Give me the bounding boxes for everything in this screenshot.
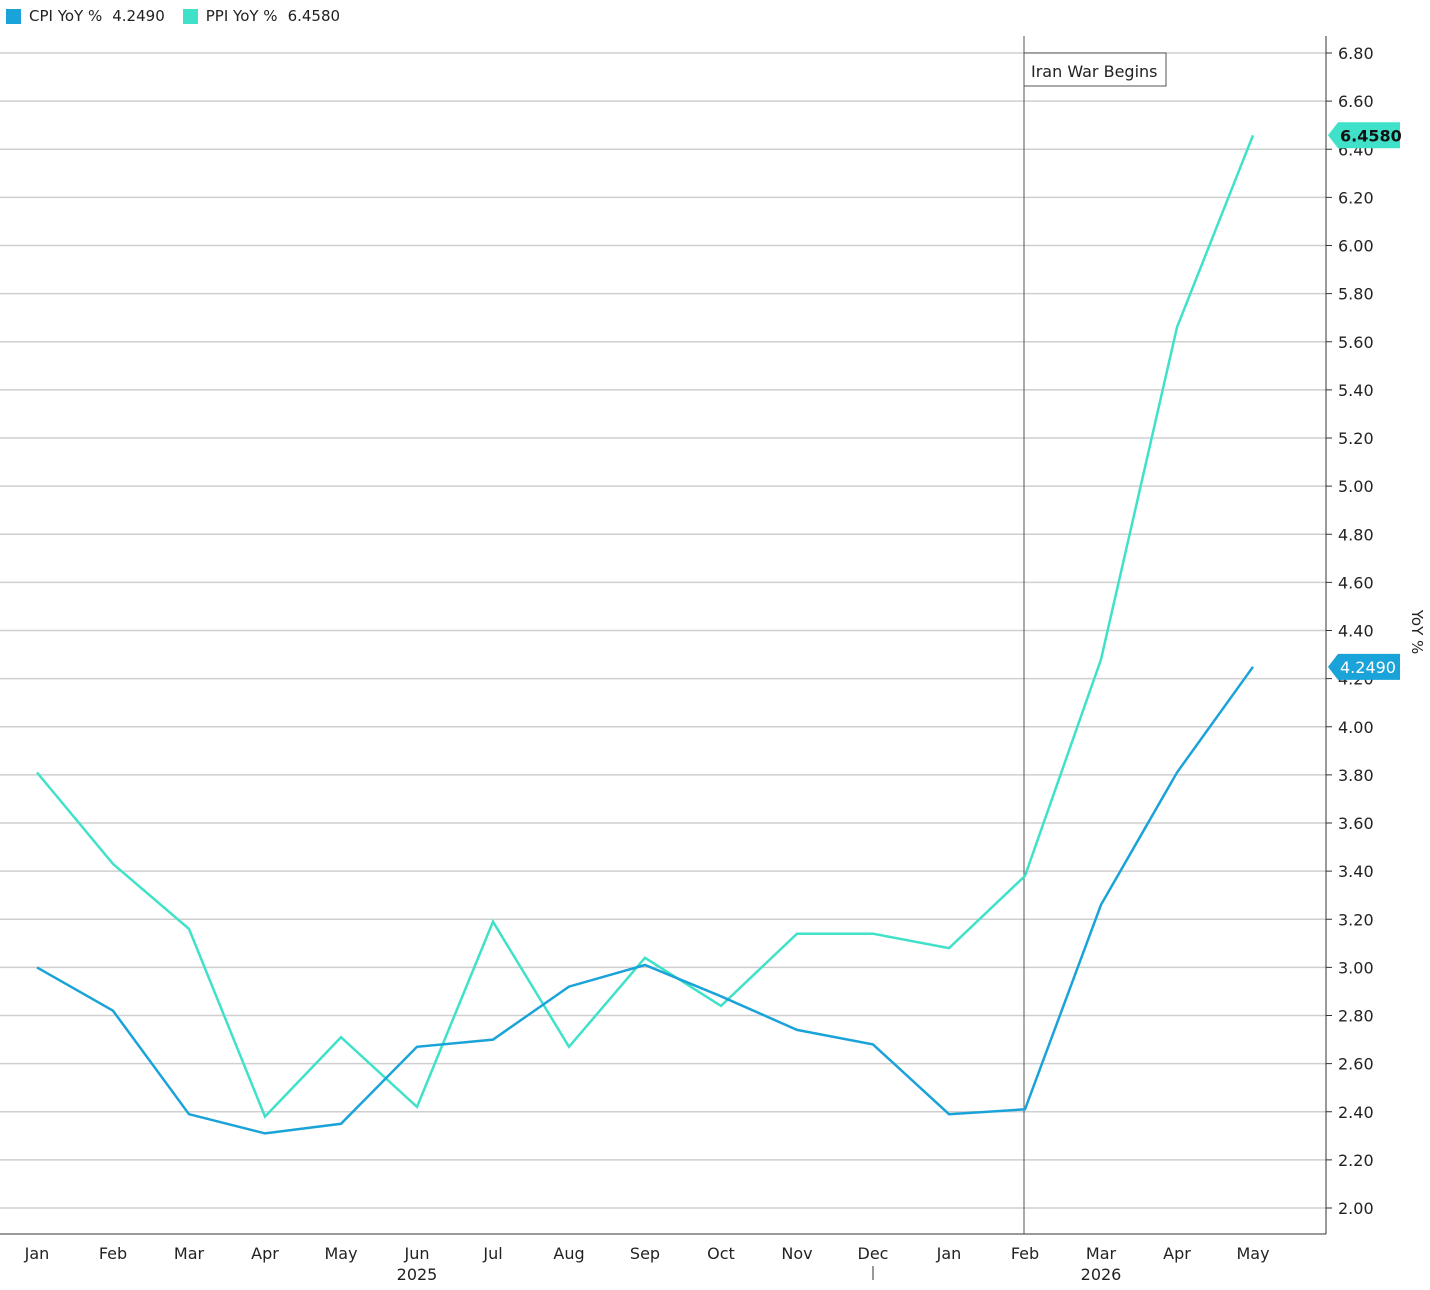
y-tick-label: 2.00 [1338, 1199, 1374, 1218]
x-tick-label: Feb [1011, 1244, 1039, 1263]
x-tick-label: Mar [174, 1244, 205, 1263]
y-tick-label: 6.60 [1338, 92, 1374, 111]
legend-label-cpi: CPI YoY % [29, 7, 103, 25]
x-tick-label: Apr [1163, 1244, 1191, 1263]
series-line-cpi[interactable] [36, 666, 1255, 1135]
y-tick-label: 4.40 [1338, 622, 1374, 641]
x-tick-label: Jan [24, 1244, 50, 1263]
y-tick-label: 2.60 [1338, 1055, 1374, 1074]
legend-label-ppi: PPI YoY % [205, 7, 278, 25]
legend-value-ppi: 6.4580 [287, 7, 341, 25]
x-tick-label: Aug [553, 1244, 584, 1263]
series-line-ppi[interactable] [36, 134, 1255, 1119]
y-axis-title: YoY % [1408, 609, 1426, 655]
last-value-label-ppi: 6.4580 [1340, 126, 1402, 145]
x-year-label: 2026 [1081, 1265, 1122, 1284]
y-tick-label: 3.20 [1338, 910, 1374, 929]
event-label-box [1023, 52, 1167, 87]
x-tick-label: Mar [1086, 1244, 1117, 1263]
y-tick-label: 5.40 [1338, 381, 1374, 400]
x-tick-label: May [324, 1244, 357, 1263]
legend-swatch-ppi [182, 8, 198, 24]
x-tick-label: Dec [858, 1244, 889, 1263]
y-tick-label: 6.00 [1338, 237, 1374, 256]
x-tick-label: Feb [99, 1244, 127, 1263]
x-tick-label: Nov [781, 1244, 812, 1263]
y-tick-label: 4.80 [1338, 525, 1374, 544]
legend-item-ppi[interactable]: PPI YoY % 6.4580 [182, 7, 341, 25]
y-tick-label: 4.60 [1338, 573, 1374, 592]
y-tick-label: 2.80 [1338, 1007, 1374, 1026]
y-tick-label: 3.40 [1338, 862, 1374, 881]
x-year-label: 2025 [397, 1265, 438, 1284]
x-tick-label: Jul [482, 1244, 502, 1263]
legend-item-cpi[interactable]: CPI YoY % 4.2490 [6, 7, 165, 25]
last-value-tag-cpi [1328, 653, 1400, 680]
y-tick-label: 6.20 [1338, 188, 1374, 207]
x-tick-label: May [1236, 1244, 1269, 1263]
y-tick-label: 2.20 [1338, 1151, 1374, 1170]
y-tick-label: 2.40 [1338, 1103, 1374, 1122]
last-value-tag-ppi [1328, 122, 1400, 149]
y-tick-label: 3.60 [1338, 814, 1374, 833]
y-tick-label: 5.00 [1338, 477, 1374, 496]
y-tick-label: 5.80 [1338, 285, 1374, 304]
chart-legend: CPI YoY % 4.2490 PPI YoY % 6.4580 [6, 4, 358, 28]
legend-value-cpi: 4.2490 [112, 7, 165, 25]
event-label: Iran War Begins [1031, 62, 1158, 81]
y-tick-label: 3.80 [1338, 766, 1374, 785]
x-tick-label: Oct [707, 1244, 735, 1263]
y-tick-label: 3.00 [1338, 958, 1374, 977]
y-tick-label: 6.80 [1338, 44, 1374, 63]
y-tick-label: 4.00 [1338, 718, 1374, 737]
x-tick-label: Sep [630, 1244, 660, 1263]
x-tick-label: Jun [404, 1244, 430, 1263]
last-value-label-cpi: 4.2490 [1340, 658, 1396, 677]
x-tick-label: Jan [936, 1244, 962, 1263]
x-tick-label: Apr [251, 1244, 279, 1263]
legend-swatch-cpi [6, 8, 21, 24]
y-tick-label: 5.60 [1338, 333, 1374, 352]
y-tick-label: 5.20 [1338, 429, 1374, 448]
